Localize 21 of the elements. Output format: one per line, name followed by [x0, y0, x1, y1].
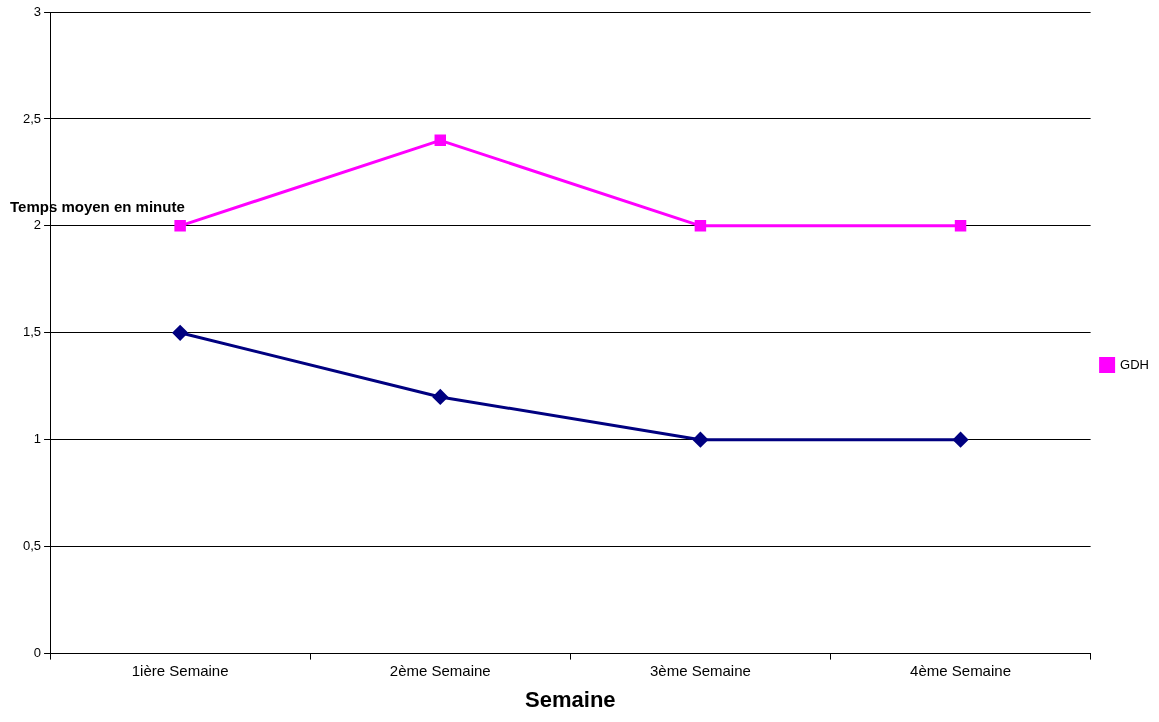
y-tick-label: 0,5 — [22, 538, 42, 554]
y-tick-label: 1 — [33, 431, 42, 447]
x-axis-title: Semaine — [525, 686, 616, 712]
x-tick-label: 2ème Semaine — [389, 661, 491, 679]
point — [172, 325, 188, 341]
x-tick-label: 1ière Semaine — [131, 661, 229, 679]
y-tick-label: 2 — [33, 217, 42, 233]
point — [953, 432, 969, 448]
x-tick-label: 3ème Semaine — [649, 661, 751, 679]
x-tick-label: 4ème Semaine — [910, 661, 1011, 679]
y-tick-label: 3 — [33, 3, 42, 19]
point — [694, 220, 707, 232]
y-tick-label: 0 — [33, 645, 42, 661]
y-tick-label: 1,5 — [22, 324, 42, 340]
point — [954, 220, 967, 232]
point — [692, 432, 708, 448]
point — [432, 389, 448, 405]
legend-label: GDH — [1120, 356, 1149, 372]
point — [434, 134, 447, 147]
y-tick-label: 2,5 — [22, 110, 42, 126]
point — [174, 220, 186, 232]
